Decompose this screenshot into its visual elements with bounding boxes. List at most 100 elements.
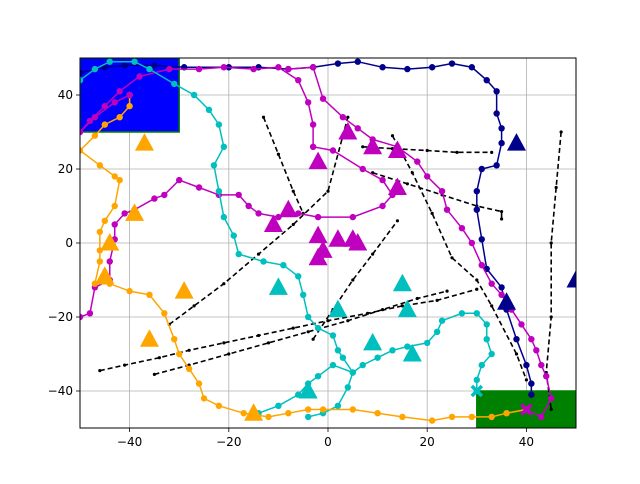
- wall-point: [490, 304, 494, 308]
- trajectory-point: [473, 188, 480, 195]
- obstacle-triangle: [397, 299, 417, 318]
- trajectory-point: [146, 291, 153, 298]
- y-tick-label: 0: [65, 236, 73, 250]
- trajectory-point: [314, 373, 322, 380]
- y-tick-label: −20: [48, 310, 73, 324]
- trajectory-point: [424, 339, 431, 347]
- wall-point: [227, 352, 231, 356]
- trajectory-point: [493, 162, 500, 169]
- trajectory-point: [171, 336, 178, 343]
- wall-point: [351, 278, 355, 282]
- y-tick-label: 40: [58, 88, 73, 102]
- wall-point: [549, 241, 553, 245]
- trajectory-point: [309, 121, 317, 128]
- wall-point: [266, 341, 271, 345]
- endpoint-x-marker: [520, 403, 533, 416]
- trajectory-point: [458, 225, 466, 232]
- markers: [95, 122, 576, 421]
- wall-point: [291, 222, 295, 227]
- trajectory-line: [80, 66, 394, 318]
- wall-point: [549, 315, 553, 319]
- trajectory-point: [493, 88, 500, 95]
- trajectory-point: [220, 213, 228, 221]
- trajectory-point: [126, 287, 133, 295]
- obstacle-triangle: [363, 136, 383, 155]
- trajectory-line: [258, 312, 493, 414]
- trajectory-point: [166, 65, 173, 73]
- wall-point: [549, 407, 553, 412]
- trajectory-point: [195, 380, 203, 387]
- trajectory-point: [151, 195, 158, 202]
- obstacle-triangle: [308, 225, 328, 244]
- trajectory-point: [329, 361, 337, 369]
- wall-point: [500, 209, 504, 214]
- trajectory-point: [295, 391, 302, 398]
- trajectory-point: [329, 147, 337, 154]
- trajectory-point: [136, 73, 143, 80]
- trajectory-point: [339, 354, 347, 361]
- wall-point: [346, 319, 350, 323]
- trajectory-point: [424, 173, 431, 180]
- trajectory-point: [220, 64, 228, 71]
- trajectory-point: [304, 406, 312, 413]
- trajectory-point: [538, 413, 545, 421]
- trajectory-point: [200, 395, 208, 402]
- trajectory-point: [304, 99, 312, 106]
- trajectory-point: [91, 65, 99, 73]
- wall-point: [306, 330, 310, 334]
- trajectory-point: [404, 65, 411, 73]
- obstacle-triangle: [328, 299, 348, 318]
- trajectory-point: [195, 65, 203, 73]
- trajectory-point: [111, 99, 118, 106]
- wall-point: [311, 337, 315, 341]
- trajectory-point: [448, 413, 456, 421]
- trajectory-point: [80, 77, 84, 84]
- obstacle-triangle: [125, 203, 145, 221]
- trajectory-point: [205, 106, 213, 114]
- obstacle-triangle: [392, 273, 412, 292]
- wall-point: [415, 296, 419, 301]
- trajectory-point: [334, 60, 342, 67]
- wall-point: [380, 308, 385, 312]
- trajectory-point: [146, 65, 153, 73]
- trajectory-point: [518, 321, 525, 328]
- trajectory-point: [523, 361, 530, 369]
- trajectory-point: [215, 121, 223, 128]
- trajectory-point: [548, 395, 555, 402]
- trajectory-point: [309, 143, 317, 150]
- trajectory-point: [101, 121, 109, 128]
- wall-point: [475, 278, 479, 282]
- trajectory-point: [543, 373, 550, 380]
- trajectory-point: [116, 176, 123, 184]
- wall-point: [152, 372, 156, 376]
- trajectory-point: [498, 284, 505, 291]
- obstacle-triangle: [497, 292, 517, 310]
- trajectory-point: [96, 228, 104, 236]
- trajectory-point: [116, 114, 123, 121]
- wall-point: [222, 282, 226, 286]
- trajectory-point: [96, 162, 104, 169]
- wall-point: [425, 148, 429, 153]
- trajectory-point: [235, 250, 242, 258]
- trajectory-point: [116, 88, 123, 95]
- obstacle-triangle: [348, 233, 368, 251]
- trajectory-point: [171, 80, 178, 88]
- trajectory-point: [230, 232, 237, 239]
- trajectory-point: [275, 64, 282, 71]
- wall-point: [475, 287, 479, 291]
- trajectory-point: [91, 114, 99, 121]
- y-tick-label: 20: [58, 162, 73, 176]
- trajectory-point: [126, 91, 133, 99]
- axes: −40 −20 0 20 40 −40 −20 0 20 40: [48, 88, 534, 449]
- trajectory-point: [280, 262, 287, 269]
- wall-point: [346, 115, 350, 119]
- trajectory-point: [473, 376, 480, 384]
- trajectory-point: [106, 258, 113, 265]
- trajectory-point: [349, 213, 356, 221]
- obstacle-triangle: [387, 140, 407, 158]
- obstacle-triangle: [278, 199, 298, 218]
- wall-point: [371, 252, 375, 256]
- trajectory-point: [359, 165, 366, 173]
- trajectory-line: [80, 94, 130, 133]
